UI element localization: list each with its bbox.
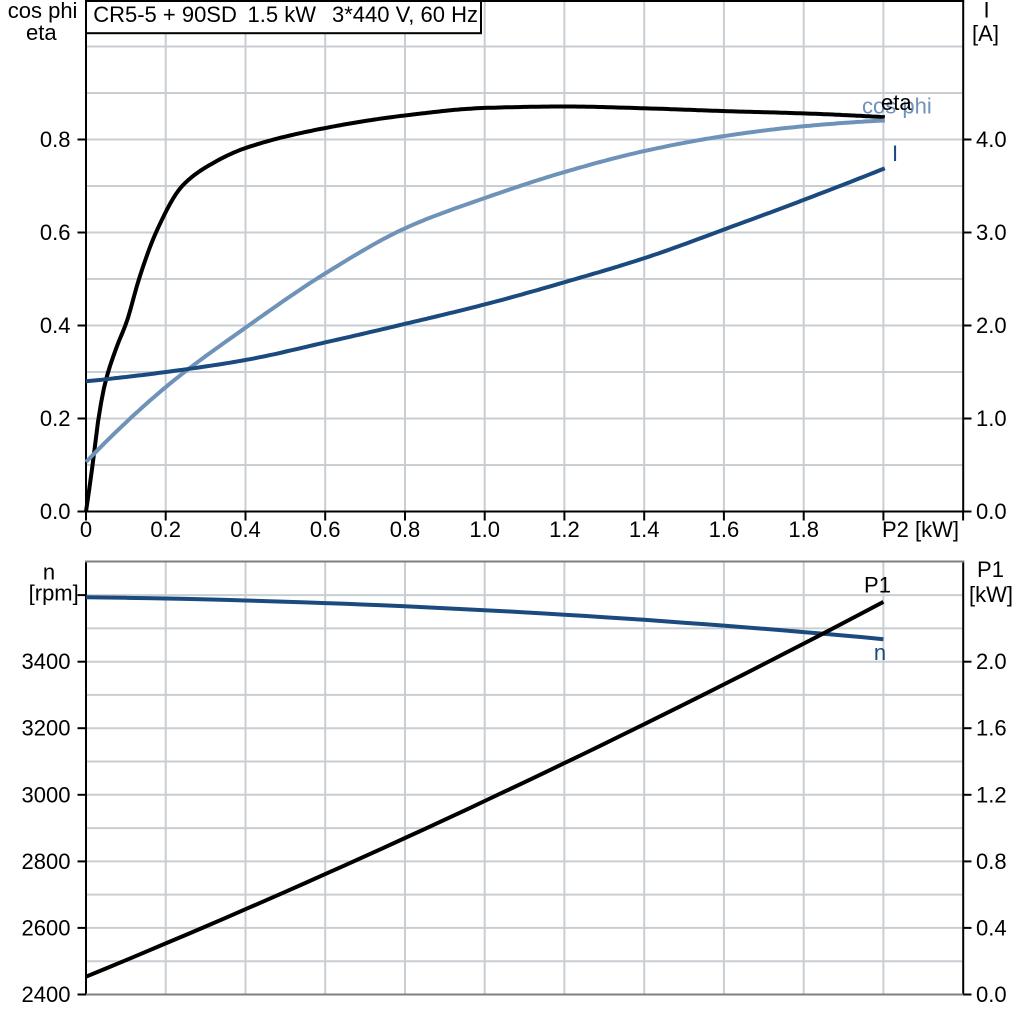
svg-text:0.2: 0.2 bbox=[40, 406, 71, 431]
svg-text:2.0: 2.0 bbox=[976, 313, 1007, 338]
svg-text:1.4: 1.4 bbox=[629, 517, 660, 542]
svg-text:eta: eta bbox=[881, 90, 912, 115]
svg-text:2400: 2400 bbox=[22, 982, 71, 1007]
svg-text:0.8: 0.8 bbox=[390, 517, 421, 542]
svg-text:P1: P1 bbox=[977, 557, 1004, 582]
svg-text:1.2: 1.2 bbox=[549, 517, 580, 542]
svg-text:P2 [kW]: P2 [kW] bbox=[882, 517, 959, 542]
svg-text:n: n bbox=[874, 640, 886, 665]
svg-text:3400: 3400 bbox=[22, 649, 71, 674]
svg-text:P1: P1 bbox=[864, 573, 891, 598]
svg-text:4.0: 4.0 bbox=[976, 127, 1007, 152]
svg-text:1.2: 1.2 bbox=[976, 782, 1007, 807]
svg-text:0.0: 0.0 bbox=[976, 499, 1007, 524]
svg-text:3200: 3200 bbox=[22, 716, 71, 741]
svg-text:0.8: 0.8 bbox=[976, 849, 1007, 874]
svg-text:0.4: 0.4 bbox=[40, 313, 71, 338]
svg-text:I: I bbox=[892, 141, 898, 166]
svg-text:[A]: [A] bbox=[972, 21, 999, 46]
svg-text:0.4: 0.4 bbox=[976, 915, 1007, 940]
svg-text:0.8: 0.8 bbox=[40, 127, 71, 152]
svg-text:2800: 2800 bbox=[22, 849, 71, 874]
svg-text:[kW]: [kW] bbox=[969, 582, 1013, 607]
svg-text:1.6: 1.6 bbox=[976, 716, 1007, 741]
svg-text:0.0: 0.0 bbox=[976, 982, 1007, 1007]
svg-text:cos phi: cos phi bbox=[862, 94, 932, 119]
svg-text:1.0: 1.0 bbox=[469, 517, 500, 542]
svg-text:1.0: 1.0 bbox=[976, 406, 1007, 431]
svg-text:0.4: 0.4 bbox=[230, 517, 261, 542]
svg-text:2600: 2600 bbox=[22, 915, 71, 940]
svg-text:0: 0 bbox=[80, 517, 92, 542]
svg-text:0.0: 0.0 bbox=[40, 499, 71, 524]
svg-text:3000: 3000 bbox=[22, 782, 71, 807]
svg-text:1.8: 1.8 bbox=[788, 517, 819, 542]
svg-text:0.6: 0.6 bbox=[40, 220, 71, 245]
svg-text:[rpm]: [rpm] bbox=[29, 581, 79, 606]
svg-text:1.6: 1.6 bbox=[709, 517, 740, 542]
svg-text:I: I bbox=[983, 0, 989, 23]
svg-text:2.0: 2.0 bbox=[976, 649, 1007, 674]
svg-text:0.6: 0.6 bbox=[310, 517, 341, 542]
svg-text:0.2: 0.2 bbox=[150, 517, 181, 542]
svg-text:cos phi: cos phi bbox=[8, 0, 78, 23]
svg-text:eta: eta bbox=[26, 20, 57, 45]
svg-text:n: n bbox=[43, 560, 55, 585]
svg-text:3.0: 3.0 bbox=[976, 220, 1007, 245]
